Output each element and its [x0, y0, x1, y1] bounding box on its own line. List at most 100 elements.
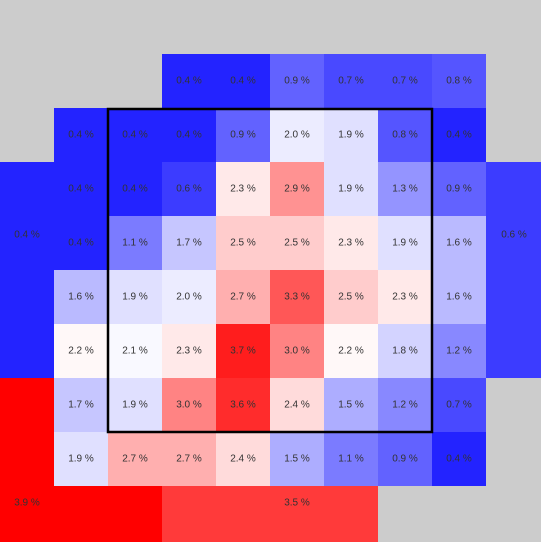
- zone-cell: [432, 324, 486, 378]
- zone-cell: [270, 324, 324, 378]
- zone-cell: [108, 270, 162, 324]
- zone-label: 1.5 %: [338, 400, 364, 411]
- zone-cell: [270, 270, 324, 324]
- zone-cell: [270, 108, 324, 162]
- zone-cell: [108, 378, 162, 432]
- zone-label: 2.4 %: [284, 400, 310, 411]
- zone-cell: [108, 108, 162, 162]
- zone-label: 2.3 %: [392, 292, 418, 303]
- zone-label: 1.9 %: [122, 400, 148, 411]
- zone-label: 1.6 %: [446, 292, 472, 303]
- zone-cell: [216, 54, 270, 108]
- zone-label: 2.1 %: [122, 346, 148, 357]
- zone-label: 1.8 %: [392, 346, 418, 357]
- zone-label: 2.4 %: [230, 454, 256, 465]
- zone-cell: [216, 432, 270, 486]
- zone-cell: [162, 216, 216, 270]
- zone-label: 3.6 %: [230, 400, 256, 411]
- zone-label: 2.3 %: [176, 346, 202, 357]
- zone-label: 1.1 %: [122, 238, 148, 249]
- zone-cell: [324, 162, 378, 216]
- zone-label: 1.9 %: [338, 184, 364, 195]
- zone-label: 0.8 %: [392, 130, 418, 141]
- zone-label: 2.5 %: [230, 238, 256, 249]
- zone-label: 1.1 %: [338, 454, 364, 465]
- zone-label: 2.2 %: [338, 346, 364, 357]
- zone-label: 0.7 %: [338, 76, 364, 87]
- zone-cell: [378, 54, 432, 108]
- zone-cell: [378, 324, 432, 378]
- zone-cell: [324, 216, 378, 270]
- zone-label: 1.7 %: [176, 238, 202, 249]
- zone-label: 2.7 %: [176, 454, 202, 465]
- zone-cell: [54, 216, 108, 270]
- zone-cell: [324, 54, 378, 108]
- zone-label: 1.9 %: [338, 130, 364, 141]
- zone-label: 0.4 %: [176, 130, 202, 141]
- zone-label: 2.5 %: [284, 238, 310, 249]
- outer-zone-label: 3.9 %: [14, 498, 40, 509]
- zone-cell: [324, 432, 378, 486]
- zone-cell: [162, 54, 216, 108]
- zone-cell: [162, 378, 216, 432]
- zone-label: 0.4 %: [122, 184, 148, 195]
- zone-label: 1.6 %: [446, 238, 472, 249]
- zone-cell: [54, 378, 108, 432]
- zone-label: 0.4 %: [68, 130, 94, 141]
- zone-label: 2.7 %: [122, 454, 148, 465]
- zone-label: 0.4 %: [122, 130, 148, 141]
- zone-cell: [270, 54, 324, 108]
- outer-zone-label: 0.6 %: [501, 230, 527, 241]
- zone-cell: [162, 162, 216, 216]
- zone-cell: [108, 432, 162, 486]
- zone-cell: [270, 216, 324, 270]
- zone-label: 0.6 %: [176, 184, 202, 195]
- zone-cell: [216, 324, 270, 378]
- zone-label: 2.9 %: [284, 184, 310, 195]
- zone-label: 2.3 %: [338, 238, 364, 249]
- zone-cell: [54, 162, 108, 216]
- zone-cell: [432, 216, 486, 270]
- outer-zone-label: 0.4 %: [14, 230, 40, 241]
- zone-cell: [270, 378, 324, 432]
- zone-cell: [108, 324, 162, 378]
- zone-label: 2.7 %: [230, 292, 256, 303]
- zone-label: 0.9 %: [230, 130, 256, 141]
- zone-cell: [324, 324, 378, 378]
- zone-label: 0.4 %: [68, 184, 94, 195]
- zone-cell: [216, 162, 270, 216]
- zone-cell: [108, 216, 162, 270]
- zone-label: 0.8 %: [446, 76, 472, 87]
- zone-cell: [432, 432, 486, 486]
- zone-label: 3.0 %: [176, 400, 202, 411]
- zone-label: 1.2 %: [392, 400, 418, 411]
- zone-cell: [216, 216, 270, 270]
- zone-cell: [270, 432, 324, 486]
- zone-cell: [432, 270, 486, 324]
- zone-cell: [378, 270, 432, 324]
- zone-cell: [162, 270, 216, 324]
- zone-label: 2.5 %: [338, 292, 364, 303]
- strike-zone: [106, 107, 434, 434]
- zone-label: 0.9 %: [392, 454, 418, 465]
- zone-label: 1.3 %: [392, 184, 418, 195]
- zone-label: 1.7 %: [68, 400, 94, 411]
- zone-label: 2.0 %: [176, 292, 202, 303]
- zone-cell: [108, 162, 162, 216]
- zone-cell: [162, 432, 216, 486]
- zone-label: 0.4 %: [446, 130, 472, 141]
- zone-label: 0.7 %: [446, 400, 472, 411]
- zone-label: 1.9 %: [68, 454, 94, 465]
- zone-cell: [54, 432, 108, 486]
- zone-cell: [432, 162, 486, 216]
- zone-cell: [54, 108, 108, 162]
- zone-cell: [324, 270, 378, 324]
- outer-zone: [0, 378, 162, 542]
- zone-cell: [378, 162, 432, 216]
- zone-cell: [378, 108, 432, 162]
- zone-cell: [162, 324, 216, 378]
- zone-cell: [378, 378, 432, 432]
- zone-label: 0.9 %: [446, 184, 472, 195]
